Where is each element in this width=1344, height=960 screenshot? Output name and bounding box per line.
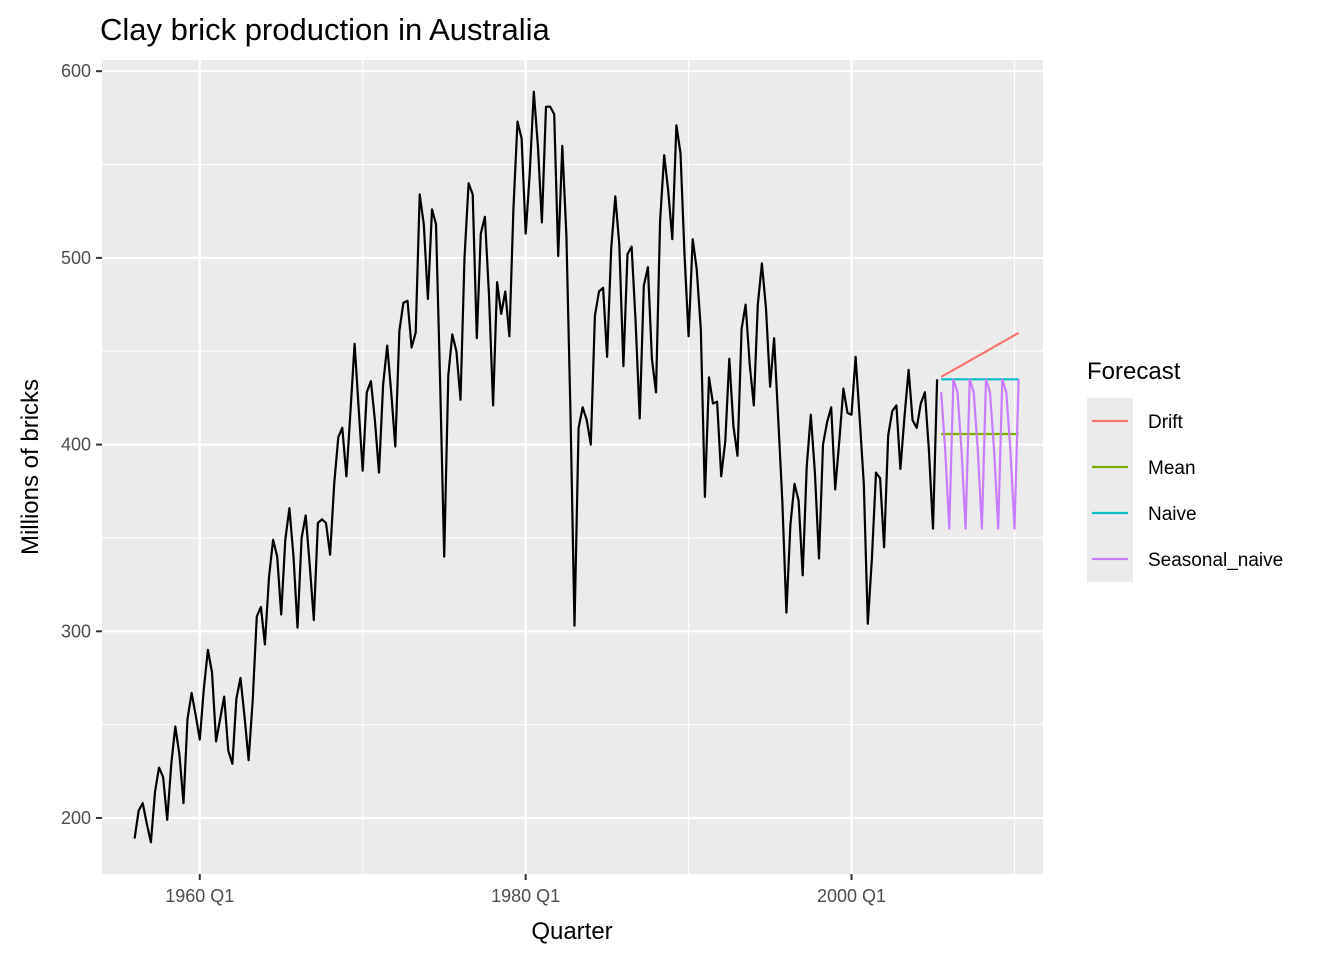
y-tick-label: 500	[61, 248, 91, 268]
x-tick-label: 2000 Q1	[817, 886, 886, 906]
y-axis: 200 300 400 500 600	[61, 61, 102, 828]
x-axis-label: Quarter	[531, 918, 612, 945]
history-line	[133, 90, 939, 844]
y-axis-label: Millions of bricks	[17, 379, 44, 555]
legend-title: Forecast	[1087, 358, 1181, 385]
legend-label: Mean	[1148, 458, 1196, 479]
x-axis: 1960 Q1 1980 Q1 2000 Q1	[165, 874, 886, 906]
y-tick-label: 600	[61, 61, 91, 81]
x-tick-label: 1960 Q1	[165, 886, 234, 906]
y-tick-label: 200	[61, 808, 91, 828]
legend: Forecast Drift Mean Naive Seasonal_naive	[1087, 358, 1283, 582]
legend-label: Drift	[1148, 412, 1184, 433]
legend-label: Seasonal_naive	[1148, 550, 1283, 571]
chart-title: Clay brick production in Australia	[100, 12, 550, 47]
series-lines	[133, 90, 1020, 844]
forecast-line-seasonal-naive	[940, 378, 1020, 530]
major-gridlines	[102, 60, 1043, 874]
y-tick-label: 300	[61, 621, 91, 641]
forecast-line-drift	[940, 332, 1020, 378]
legend-key-background	[1087, 398, 1133, 582]
legend-label: Naive	[1148, 504, 1197, 525]
x-tick-label: 1980 Q1	[491, 886, 560, 906]
y-tick-label: 400	[61, 435, 91, 455]
